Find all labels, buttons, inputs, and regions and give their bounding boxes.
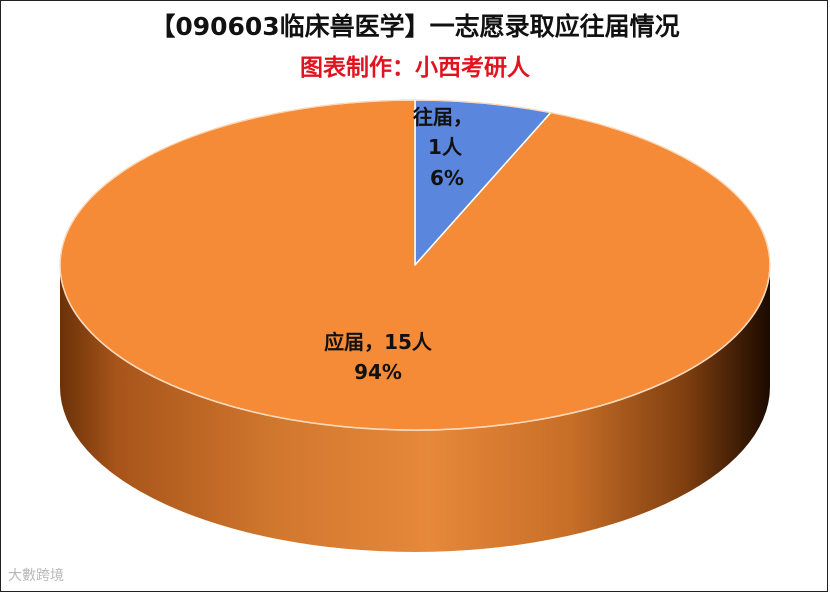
- slice-label-line: 往届，: [413, 105, 473, 129]
- watermark-logo: 大數跨境: [8, 568, 64, 584]
- pie-slice: [59, 99, 771, 431]
- pie-side-wall: [60, 265, 770, 552]
- slice-label-line: 94%: [354, 360, 402, 384]
- slice-label-line: 6%: [430, 166, 464, 190]
- pie-rim: [59, 99, 771, 431]
- chart-subtitle: 图表制作：小西考研人: [300, 55, 530, 81]
- pie-slices: [59, 99, 771, 431]
- slice-label-line: 应届，15人: [324, 330, 433, 354]
- slice-label-line: 1人: [428, 135, 463, 159]
- chart-title: 【090603临床兽医学】一志愿录取应往届情况: [150, 12, 680, 41]
